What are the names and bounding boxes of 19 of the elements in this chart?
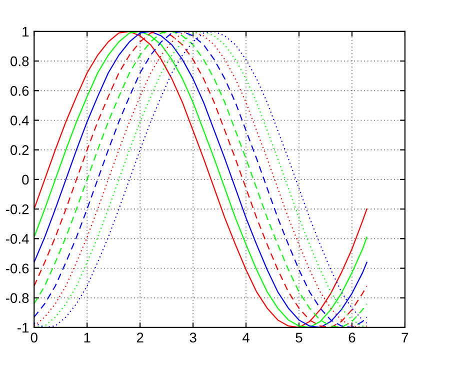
y-tick-label: -1 [18, 322, 29, 332]
y-tick-label: 0.2 [10, 145, 29, 156]
x-tick-label: 0 [30, 332, 38, 343]
y-tick-label: 0 [22, 174, 29, 185]
x-tick-label: 7 [402, 332, 408, 342]
x-tick-label: 3 [190, 332, 196, 343]
x-tick-label: 5 [296, 332, 302, 343]
x-tick-label: 4 [242, 332, 250, 342]
y-tick-label: -0.4 [6, 234, 29, 244]
x-tick-label: 6 [348, 332, 356, 343]
y-tick-label: 0.4 [10, 116, 29, 126]
y-tick-label: -0.8 [6, 293, 29, 304]
y-tick-label: -0.6 [6, 264, 29, 274]
y-tick-label: 1 [22, 26, 29, 36]
x-tick-label: 2 [136, 332, 144, 342]
x-tick-label: 1 [84, 332, 90, 342]
y-tick-label: 0.6 [10, 86, 29, 96]
y-tick-label: -0.2 [6, 204, 29, 214]
y-tick-label: 0.8 [10, 56, 29, 66]
